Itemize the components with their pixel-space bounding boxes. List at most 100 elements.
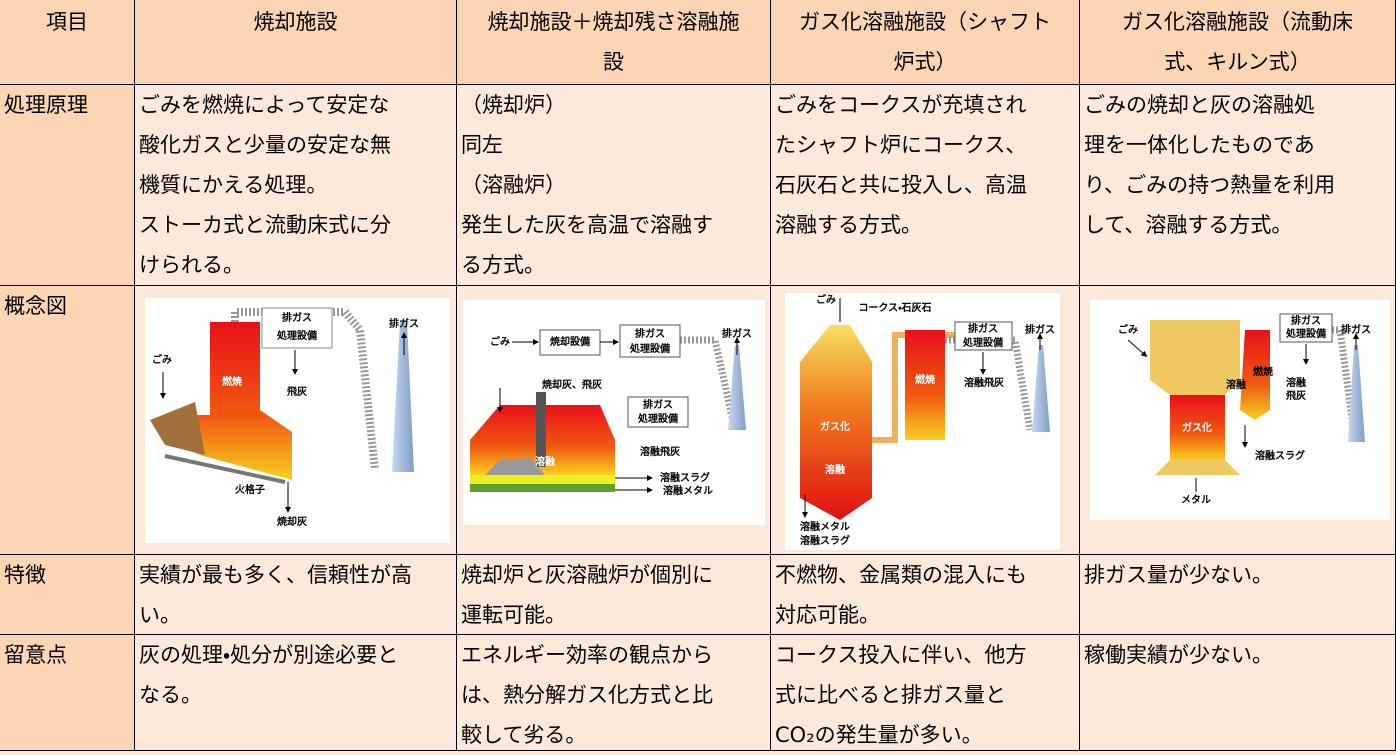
diagram-label: 排ガス <box>389 317 419 330</box>
text-line: ストーカ式と流動床式に分 <box>139 213 391 237</box>
text-line: 実績が最も多く、信頼性が高 <box>139 563 412 587</box>
text-line: ガス化溶融施設（シャフト <box>799 10 1051 34</box>
body-cell: （焼却炉） 同左 （溶融炉） 発生した灰を高温で溶融す る方式。 <box>457 85 771 286</box>
row-label: 留意点 <box>0 635 135 751</box>
diagram-label: 溶融飛灰 <box>964 376 1004 389</box>
body-cell: 稼働実績が少ない。 <box>1080 635 1396 751</box>
diagram-label: 焼却灰 <box>277 515 307 528</box>
text-line: ごみを燃焼によって安定な <box>139 93 390 117</box>
text-line: 運転可能。 <box>461 603 566 627</box>
diagram-label: ごみ <box>490 335 510 348</box>
diagram-label: 排ガス <box>282 311 312 324</box>
row-label: 処理原理 <box>0 85 135 286</box>
row-label-text: 留意点 <box>4 643 67 667</box>
text-line: 排ガス量が少ない。 <box>1084 563 1273 587</box>
text-line: （溶融炉） <box>461 173 566 197</box>
diagram-label: 焼却設備 <box>550 335 590 348</box>
diagram-label: 排ガス <box>722 327 752 340</box>
diagram-label: 溶融スラグ <box>800 534 850 547</box>
text-line: 灰の処理・処分が別途必要と <box>139 643 399 667</box>
text-line: 式、キルン式） <box>1164 50 1311 74</box>
row-label: 特徴 <box>0 555 135 635</box>
diagram-label: 溶融飛灰 <box>640 445 680 458</box>
diagram-label: 飛灰 <box>1285 389 1306 402</box>
diagram-label: 溶融スラグ <box>660 471 710 484</box>
diagram-label: 溶融メタル <box>800 520 850 533</box>
diagram-label: ごみ <box>816 293 836 306</box>
text-line: る方式。 <box>461 253 545 277</box>
body-cell: 焼却炉と灰溶融炉が個別に 運転可能。 <box>457 555 771 635</box>
diagram-label: ガス化 <box>1182 421 1212 434</box>
text-line: 不燃物、金属類の混入にも <box>775 563 1027 587</box>
diagram-shaft <box>785 293 1060 550</box>
row-label-text: 概念図 <box>4 294 67 318</box>
text-line: ガス化溶融施設（流動床 <box>1122 10 1353 34</box>
text-line: CO₂の発生量が多い。 <box>775 723 983 747</box>
body-cell: コークス投入に伴い、他方 式に比べると排ガス量と CO₂の発生量が多い。 <box>771 635 1080 751</box>
text-line: り、ごみの持つ熱量を利用 <box>1084 173 1336 197</box>
header-cell: ガス化溶融施設（シャフト 炉式） <box>771 0 1080 85</box>
text-line: 焼却施設 <box>253 10 338 34</box>
text-line: 機質にかえる処理。 <box>139 173 328 197</box>
body-cell: エネルギー効率の観点から は、熱分解ガス化方式と比 較して劣る。 <box>457 635 771 751</box>
text-line: 理を一体化したものであ <box>1084 133 1315 157</box>
body-cell: 排ガス量が少ない。 <box>1080 555 1396 635</box>
text-line: は、熱分解ガス化方式と比 <box>461 683 713 707</box>
diagram-label: 処理設備 <box>276 329 317 342</box>
diagram-label: ごみ <box>1118 323 1138 336</box>
text-line: ごみをコークスが充填され <box>775 93 1027 117</box>
body-cell: 実績が最も多く、信頼性が高 い。 <box>135 555 457 635</box>
body-cell: ごみを燃焼によって安定な 酸化ガスと少量の安定な無 機質にかえる処理。 ストーカ式と流… <box>135 85 457 286</box>
body-cell: 不燃物、金属類の混入にも 対応可能。 <box>771 555 1080 635</box>
text-line: （焼却炉） <box>461 93 566 117</box>
text-line: 同左 <box>461 133 503 157</box>
diagram-label: 溶融スラグ <box>1255 449 1305 462</box>
diagram-label: 飛灰 <box>286 385 307 398</box>
diagram-label: 溶融 <box>1226 378 1246 391</box>
diagram-label: 排ガス <box>643 398 673 411</box>
text-line: 焼却炉と灰溶融炉が個別に <box>461 563 713 587</box>
body-cell: 灰の処理・処分が別途必要と なる。 <box>135 635 457 751</box>
header-cell: ガス化溶融施設（流動床 式、キルン式） <box>1080 0 1396 85</box>
header-cell: 焼却施設＋焼却残さ溶融施設 <box>457 0 771 85</box>
header-cell: 焼却施設 <box>135 0 457 85</box>
text-line: 石灰石と共に投入し、高温 <box>775 173 1027 197</box>
text-line: なる。 <box>139 683 202 707</box>
text-line: エネルギー効率の観点から <box>461 643 713 667</box>
diagram-label: 排ガス <box>1341 323 1371 336</box>
text-line: して、溶融する方式。 <box>1084 213 1293 237</box>
text-line: い。 <box>139 603 181 627</box>
text-line: 設 <box>603 50 624 74</box>
text-line: 焼却施設＋焼却残さ溶融施 <box>487 10 740 34</box>
diagram-label: メタル <box>1181 494 1211 506</box>
diagram-label: 溶融 <box>535 455 555 468</box>
diagram-label: 溶融 <box>1286 376 1306 389</box>
text-line: 発生した灰を高温で溶融す <box>461 213 713 237</box>
text-line: けられる。 <box>139 253 244 277</box>
diagram-label: 排ガス <box>1291 314 1321 327</box>
diagram-label: 燃焼 <box>222 375 242 388</box>
diagram-label: コークス・石灰石 <box>858 302 931 314</box>
diagram-label: 火格子 <box>235 483 265 496</box>
diagram-label: 溶融メタル <box>663 484 713 497</box>
diagram-label: ごみ <box>152 353 172 366</box>
diagram-incinerator-melting <box>463 300 765 525</box>
diagram-label: 処理設備 <box>962 336 1003 349</box>
header-cell: 項目 <box>0 0 135 85</box>
diagram-label: 燃焼 <box>915 373 935 386</box>
row-label-text: 処理原理 <box>4 93 88 117</box>
text-line: 炉式） <box>893 50 957 74</box>
diagram-label: 排ガス <box>1025 323 1055 336</box>
diagram-fluidized <box>1090 300 1390 520</box>
row-label: 概念図 <box>0 286 135 555</box>
diagram-incinerator <box>145 298 450 543</box>
diagram-label: 排ガス <box>968 322 998 335</box>
text-line: 対応可能。 <box>775 603 880 627</box>
diagram-label: 焼却灰、飛灰 <box>542 378 602 391</box>
diagram-label: 溶融 <box>825 463 845 476</box>
text-line: 較して劣る。 <box>461 723 587 747</box>
text-line: 項目 <box>46 10 88 34</box>
diagram-label: ガス化 <box>820 420 850 433</box>
